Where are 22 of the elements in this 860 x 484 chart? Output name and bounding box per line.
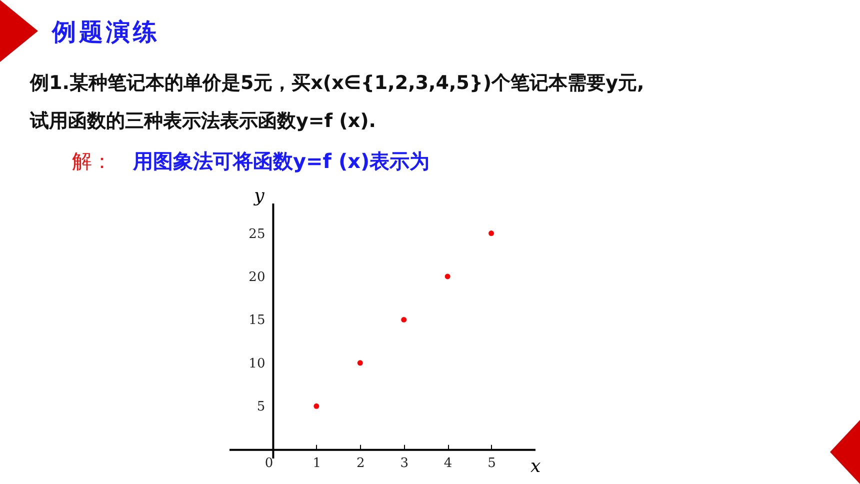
y-tick-label: 25 xyxy=(248,226,266,242)
point xyxy=(314,403,320,409)
y-tick-label: 15 xyxy=(248,313,266,328)
x-tick-label: 0 xyxy=(264,456,274,471)
y-tick-label: 5 xyxy=(256,400,266,415)
point xyxy=(444,274,450,280)
y-tick-label: 20 xyxy=(248,270,266,285)
x-tick-label: 1 xyxy=(312,456,322,471)
y-tick-label: 10 xyxy=(248,356,266,372)
x-tick-label: 5 xyxy=(488,456,496,471)
point xyxy=(357,360,363,366)
x-tick-label: 2 xyxy=(356,456,365,471)
point xyxy=(401,316,407,322)
text: 解： xyxy=(72,148,112,175)
text: 用图象法可将函数y=f (x)表示为 xyxy=(133,148,430,175)
point xyxy=(488,230,494,236)
x-axis-title: x xyxy=(530,456,541,477)
chart-title: 例题演练 xyxy=(52,17,160,48)
chart-subtitle: 例1.某种笔记本的单价是5元，买x(x∈{1,2,3,4,5})个笔记本需要y元, 试用函数的三种表示法表示函数y=f (x). xyxy=(30,71,644,134)
y-axis-title: y xyxy=(253,186,266,206)
x-tick-label: 3 xyxy=(400,456,408,471)
x-tick-label: 4 xyxy=(444,456,452,471)
